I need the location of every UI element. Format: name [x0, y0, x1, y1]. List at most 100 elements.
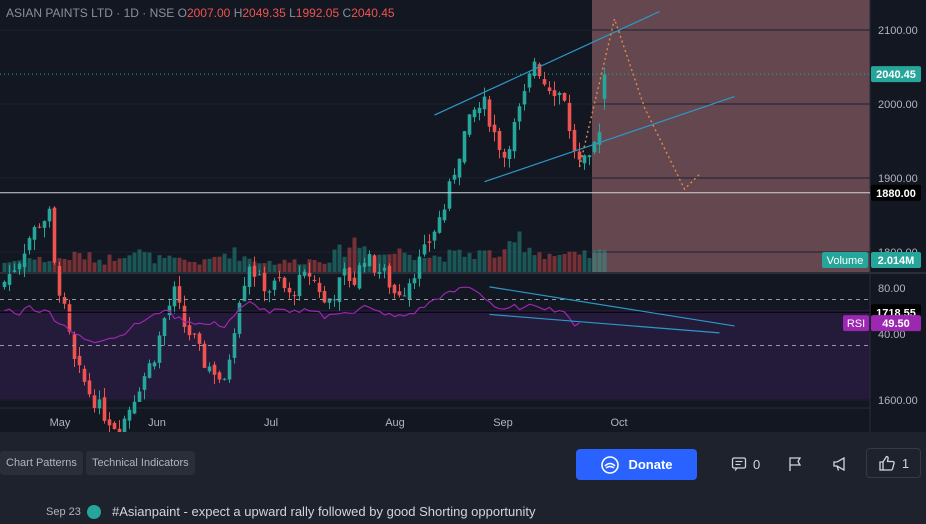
volume-bar [462, 256, 467, 272]
candle-body [127, 409, 132, 421]
tag-chart-patterns[interactable]: Chart Patterns [0, 451, 83, 475]
rsi-trend-line [489, 313, 720, 334]
volume-bar [357, 247, 362, 272]
volume-value-badge [871, 252, 921, 268]
low-key: L [289, 6, 296, 20]
candle-body [257, 274, 262, 276]
candle-body [132, 401, 137, 414]
candle-body [422, 244, 427, 255]
candle-body [267, 291, 272, 293]
candle-body [562, 93, 567, 101]
volume-bar [477, 250, 482, 272]
volume-bar [472, 258, 477, 272]
candle-body [242, 285, 247, 302]
volume-bar [337, 244, 342, 272]
volume-bar [87, 252, 92, 272]
candle-body [527, 73, 532, 88]
volume-bar [487, 250, 492, 272]
volume-bar [202, 259, 207, 272]
candle-body [87, 380, 92, 395]
candle-body [37, 226, 42, 228]
donate-icon [601, 455, 620, 474]
candle-body [152, 362, 157, 367]
flag-icon [789, 457, 802, 471]
volume-bar [522, 252, 527, 272]
candle-body [597, 132, 602, 145]
volume-bar [47, 261, 52, 272]
likes-count: 1 [901, 455, 910, 471]
candle-body [57, 265, 62, 296]
volume-bar [42, 262, 47, 272]
symbol-label[interactable]: ASIAN PAINTS LTD · 1D · NSE [6, 6, 175, 20]
tag-technical-indicators[interactable]: Technical Indicators [86, 451, 195, 475]
volume-label-badge [822, 252, 868, 268]
time-tick-label: Aug [385, 417, 405, 429]
candle-body [7, 274, 12, 285]
volume-bar [237, 260, 242, 272]
candle-body [427, 241, 432, 243]
candle-body [542, 79, 547, 85]
candle-body [77, 355, 82, 366]
long-status-dot [87, 504, 101, 519]
comments-button[interactable]: 0 [731, 453, 760, 475]
candle-body [512, 121, 517, 152]
volume-bar [467, 252, 472, 272]
rsi-indicator [0, 286, 870, 346]
candle-body [92, 395, 97, 409]
volume-bar [422, 258, 427, 272]
volume-bar [437, 256, 442, 272]
volume-bar [212, 256, 217, 272]
rsi-tick-label: 80.00 [878, 283, 906, 295]
candle-body [467, 114, 472, 135]
volume-bar [232, 247, 237, 272]
volume-bar [267, 260, 272, 272]
idea-date: Sep 23 [46, 505, 81, 518]
idea-title[interactable]: #Asianpaint - expect a upward rally foll… [112, 504, 536, 519]
price-chart[interactable]: 2100.002000.001900.001800.001700.001600.… [0, 0, 926, 432]
volume-bar [382, 254, 387, 272]
rsi-tick-label: 40.00 [878, 329, 906, 341]
donate-button[interactable]: Donate [576, 449, 697, 480]
volume-bar [447, 249, 452, 272]
price-tick-label: 2000.00 [878, 99, 918, 111]
candle-body [62, 296, 67, 304]
volume-bar [517, 231, 522, 272]
volume-bar [27, 258, 32, 272]
candle-body [142, 376, 147, 390]
projection-path [578, 16, 700, 191]
candle-body [297, 274, 302, 297]
volume-bar [332, 249, 337, 272]
chart-legend: ASIAN PAINTS LTD · 1D · NSE O2007.00 H20… [6, 6, 395, 20]
volume-bar [167, 255, 172, 272]
volume-bar [537, 252, 542, 272]
idea-row[interactable]: Sep 23 #Asianpaint - expect a upward ral… [46, 504, 535, 519]
report-button[interactable] [787, 453, 803, 475]
candle-body [557, 92, 562, 96]
candle-body [342, 268, 347, 276]
volume-bar [527, 247, 532, 272]
candle-body [402, 295, 407, 297]
share-button[interactable] [832, 453, 849, 475]
projection-zone-shade [592, 0, 870, 272]
volume-bar [207, 258, 212, 272]
drawings[interactable] [0, 10, 870, 313]
thumbs-up-icon [879, 455, 895, 471]
candle-body [492, 124, 497, 133]
candle-body [447, 181, 452, 209]
candle-body [572, 129, 577, 151]
like-button[interactable]: 1 [866, 448, 921, 478]
rsi-label-badge [843, 315, 869, 332]
candle-body [102, 397, 107, 421]
candle-body [592, 142, 597, 153]
volume-bar [547, 253, 552, 272]
candle-body [472, 109, 477, 118]
candle-body [112, 422, 117, 430]
candle-body [567, 102, 572, 132]
candle-body [227, 359, 232, 380]
candle-body [347, 267, 352, 281]
volume-bar [347, 247, 352, 272]
candle-body [322, 290, 327, 303]
volume-bar [452, 250, 457, 272]
chart-area[interactable]: 2100.002000.001900.001800.001700.001600.… [0, 0, 926, 432]
candle-body [82, 368, 87, 382]
